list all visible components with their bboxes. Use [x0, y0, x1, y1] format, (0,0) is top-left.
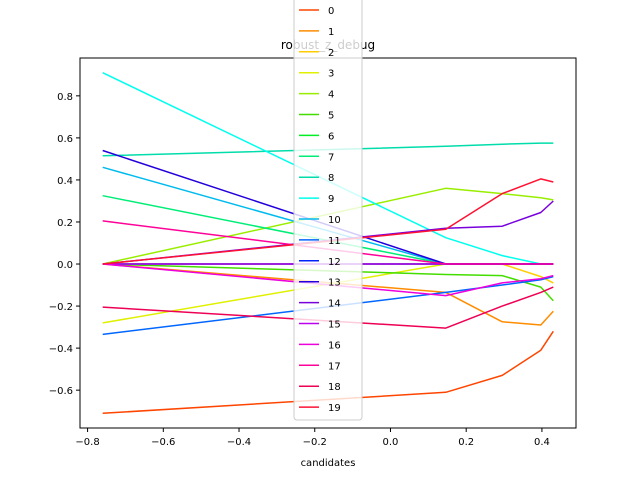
- x-tick-label: −0.6: [151, 437, 175, 448]
- legend-label-15: 15: [328, 320, 341, 331]
- legend-label-0: 0: [328, 6, 334, 17]
- legend-label-19: 19: [328, 403, 341, 414]
- y-tick-label: 0.4: [57, 176, 73, 187]
- y-tick-label: 0.8: [57, 92, 73, 103]
- legend-label-4: 4: [328, 90, 334, 101]
- legend-label-14: 14: [328, 299, 341, 310]
- legend-box: [293, 0, 363, 421]
- x-tick-label: 0.0: [383, 437, 399, 448]
- y-tick-label: 0.2: [57, 218, 73, 229]
- x-tick-label: 0.4: [534, 437, 550, 448]
- y-tick-label: −0.6: [49, 386, 73, 397]
- legend-label-12: 12: [328, 257, 341, 268]
- y-tick-label: 0.6: [57, 134, 73, 145]
- y-tick-label: −0.4: [49, 344, 73, 355]
- y-tick-label: 0.0: [57, 260, 73, 271]
- legend-label-9: 9: [328, 194, 334, 205]
- legend-label-13: 13: [328, 278, 341, 289]
- legend-label-5: 5: [328, 111, 334, 122]
- legend-label-16: 16: [328, 340, 341, 351]
- legend-label-17: 17: [328, 361, 341, 372]
- legend-label-7: 7: [328, 152, 334, 163]
- x-axis: −0.8 −0.6 −0.4 −0.2 0.0 0.2 0.4: [75, 428, 550, 448]
- legend-label-1: 1: [328, 27, 334, 38]
- legend-label-8: 8: [328, 173, 334, 184]
- legend-label-3: 3: [328, 69, 334, 80]
- x-tick-label: −0.2: [303, 437, 327, 448]
- y-tick-label: −0.2: [49, 302, 73, 313]
- legend-label-10: 10: [328, 215, 341, 226]
- y-axis: −0.6 −0.4 −0.2 0.0 0.2 0.4 0.6 0.8: [49, 92, 80, 397]
- x-tick-label: 0.2: [458, 437, 474, 448]
- legend-label-11: 11: [328, 236, 341, 247]
- x-tick-label: −0.4: [227, 437, 251, 448]
- legend-label-6: 6: [328, 131, 334, 142]
- legend-label-2: 2: [328, 48, 334, 59]
- x-axis-label: candidates: [301, 458, 356, 469]
- x-tick-label: −0.8: [75, 437, 99, 448]
- legend-label-18: 18: [328, 382, 341, 393]
